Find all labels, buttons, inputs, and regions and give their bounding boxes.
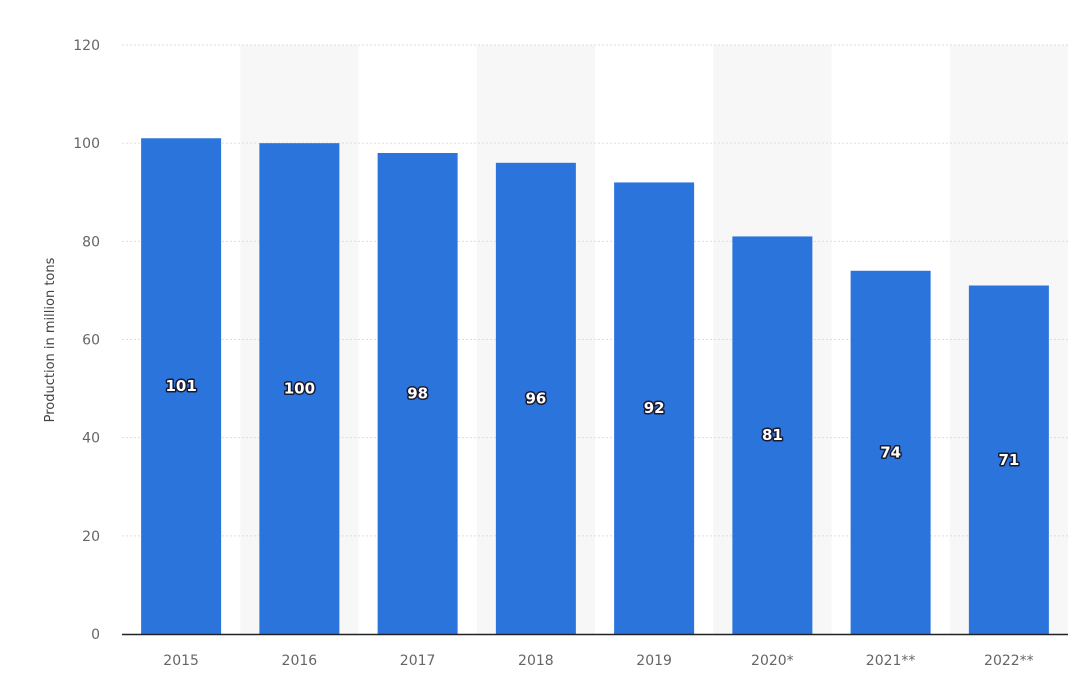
data-label: 71 — [998, 451, 1019, 469]
x-axis-ticks: 2015 2016 2017 2018 2019 2020* 2021** 2022** — [163, 653, 1033, 669]
y-tick-label: 40 — [82, 431, 100, 447]
y-axis-label: Production in million tons — [43, 257, 58, 422]
bar-2016 — [259, 143, 340, 634]
x-tick-label: 2017 — [400, 653, 436, 669]
x-tick-label: 2018 — [518, 653, 554, 669]
x-tick-label: 2015 — [163, 653, 199, 669]
bars — [141, 138, 1049, 635]
data-label: 100 — [284, 380, 315, 398]
bar-2020* — [732, 236, 813, 635]
y-tick-label: 60 — [82, 333, 100, 349]
data-labels: 101 100 98 96 92 81 74 71 — [164, 376, 1021, 471]
x-tick-label: 2021** — [866, 653, 916, 669]
bar-2018 — [495, 162, 576, 635]
data-label: 92 — [644, 399, 665, 417]
x-tick-label: 2020* — [751, 653, 794, 669]
x-tick-label: 2019 — [636, 653, 672, 669]
x-tick-label: 2016 — [282, 653, 318, 669]
bar-2022** — [968, 285, 1049, 634]
data-label: 101 — [165, 377, 196, 395]
y-tick-label: 80 — [82, 234, 100, 250]
y-tick-label: 0 — [91, 627, 100, 643]
y-tick-label: 100 — [73, 136, 100, 152]
data-label: 81 — [762, 426, 783, 444]
data-label: 74 — [880, 443, 901, 461]
y-tick-label: 120 — [73, 38, 100, 54]
bar-2019 — [614, 182, 695, 634]
data-label: 96 — [525, 389, 546, 407]
bar-2015 — [141, 138, 222, 634]
y-axis-ticks: 0 20 40 60 80 100 120 — [73, 38, 100, 643]
x-tick-label: 2022** — [984, 653, 1034, 669]
y-tick-label: 20 — [82, 529, 100, 545]
bar-2021** — [850, 270, 931, 634]
data-label: 98 — [407, 384, 428, 402]
bar-2017 — [377, 152, 458, 634]
